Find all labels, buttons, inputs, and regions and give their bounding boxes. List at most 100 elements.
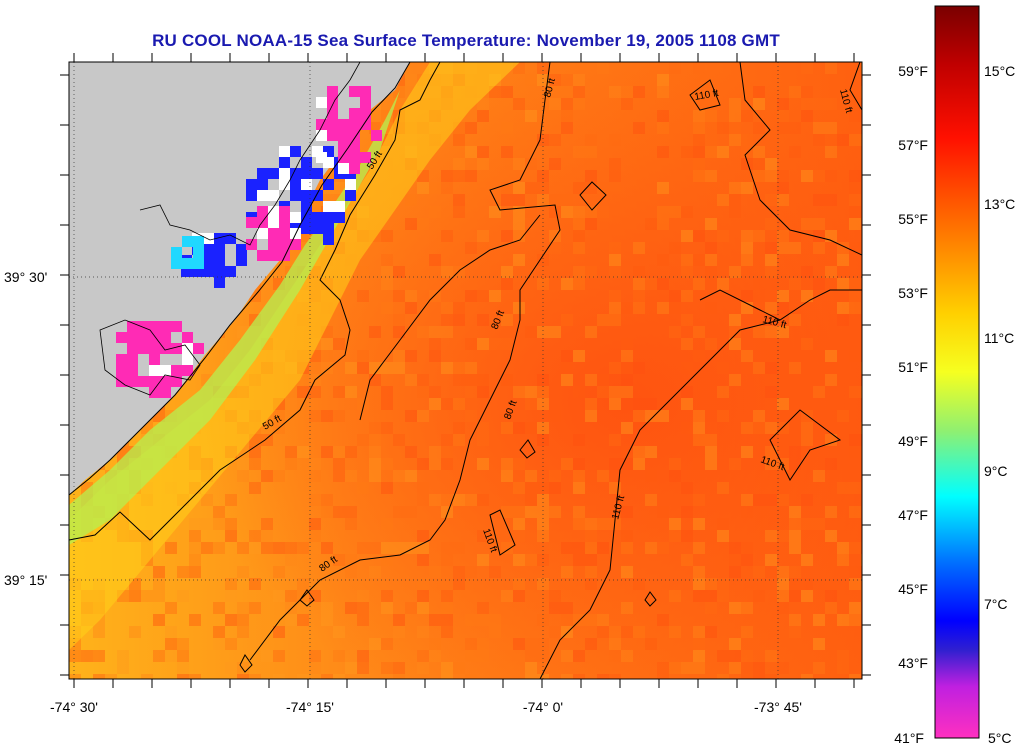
sst-pixel <box>117 650 129 662</box>
coastal-pixel <box>149 387 160 398</box>
coastline <box>69 62 411 496</box>
sst-pixel <box>741 254 753 266</box>
sst-pixel <box>801 290 813 302</box>
sst-pixel <box>429 494 441 506</box>
sst-pixel <box>849 614 861 626</box>
sst-pixel <box>429 326 441 338</box>
sst-pixel <box>573 98 585 110</box>
sst-pixel <box>369 326 381 338</box>
sst-pixel <box>477 494 489 506</box>
coastal-pixel <box>182 365 193 376</box>
coastal-pixel <box>149 376 160 387</box>
sst-pixel <box>273 626 285 638</box>
sst-pixel <box>525 206 537 218</box>
sst-pixel <box>669 530 681 542</box>
lat-label: 39° 15' <box>4 572 47 588</box>
sst-pixel <box>813 170 825 182</box>
sst-pixel <box>537 134 549 146</box>
coastal-pixel <box>160 321 171 332</box>
sst-pixel <box>405 350 417 362</box>
sst-pixel <box>849 578 861 590</box>
sst-pixel <box>489 206 501 218</box>
sst-pixel <box>513 578 525 590</box>
coastal-pixel <box>257 206 268 217</box>
sst-pixel <box>465 242 477 254</box>
sst-pixel <box>789 230 801 242</box>
sst-pixel <box>405 542 417 554</box>
sst-pixel <box>477 242 489 254</box>
sst-pixel <box>537 374 549 386</box>
sst-pixel <box>369 362 381 374</box>
sst-pixel <box>705 578 717 590</box>
coastal-pixel <box>279 217 290 228</box>
sst-pixel <box>609 398 621 410</box>
coastal-pixel <box>257 190 268 201</box>
sst-pixel <box>777 182 789 194</box>
sst-pixel <box>381 386 393 398</box>
sst-pixel <box>753 662 765 674</box>
sst-pixel <box>369 638 381 650</box>
coastal-pixel <box>149 365 160 376</box>
sst-pixel <box>609 386 621 398</box>
sst-pixel <box>729 182 741 194</box>
sst-pixel <box>633 290 645 302</box>
sst-pixel <box>681 206 693 218</box>
sst-pixel <box>717 518 729 530</box>
isobath-110ft-d <box>769 409 842 481</box>
sst-pixel <box>477 374 489 386</box>
sst-pixel <box>513 458 525 470</box>
coastal-pixel <box>127 354 138 365</box>
sst-pixel <box>693 422 705 434</box>
sst-pixel <box>117 662 129 674</box>
sst-pixel <box>357 434 369 446</box>
sst-pixel <box>213 542 225 554</box>
fahrenheit-label: 59°F <box>898 63 928 79</box>
sst-pixel <box>705 338 717 350</box>
sst-pixel <box>393 266 405 278</box>
sst-pixel <box>333 386 345 398</box>
sst-pixel <box>585 134 597 146</box>
sst-pixel <box>585 266 597 278</box>
sst-pixel <box>705 422 717 434</box>
coastal-pixel <box>279 157 290 168</box>
sst-pixel <box>381 362 393 374</box>
sst-pixel <box>165 626 177 638</box>
coastal-pixel <box>279 228 290 239</box>
sst-pixel <box>705 242 717 254</box>
sst-pixel <box>573 230 585 242</box>
sst-pixel <box>681 290 693 302</box>
sst-pixel <box>777 566 789 578</box>
sst-pixel <box>669 470 681 482</box>
sst-pixel <box>585 206 597 218</box>
sst-pixel <box>729 602 741 614</box>
sst-pixel <box>285 458 297 470</box>
sst-pixel <box>573 242 585 254</box>
coastal-pixel <box>290 239 301 250</box>
sst-pixel <box>657 278 669 290</box>
coastal-pixel <box>257 168 268 179</box>
sst-pixel <box>525 482 537 494</box>
sst-pixel <box>501 470 513 482</box>
sst-pixel <box>537 554 549 566</box>
sst-pixel <box>249 482 261 494</box>
sst-pixel <box>501 506 513 518</box>
sst-pixel <box>837 254 849 266</box>
sst-pixel <box>381 458 393 470</box>
coastal-pixel <box>301 157 312 168</box>
sst-pixel <box>381 542 393 554</box>
sst-pixel <box>369 458 381 470</box>
sst-pixel <box>729 650 741 662</box>
sst-pixel <box>741 290 753 302</box>
map-frame <box>68 61 863 680</box>
sst-pixel <box>381 518 393 530</box>
sst-pixel <box>645 278 657 290</box>
sst-pixel <box>645 494 657 506</box>
sst-pixel <box>309 458 321 470</box>
sst-pixel <box>549 326 561 338</box>
sst-pixel <box>645 410 657 422</box>
sst-pixel <box>501 194 513 206</box>
isobath-closed-3 <box>519 439 536 459</box>
sst-pixel <box>765 350 777 362</box>
sst-pixel <box>357 614 369 626</box>
sst-pixel <box>693 326 705 338</box>
